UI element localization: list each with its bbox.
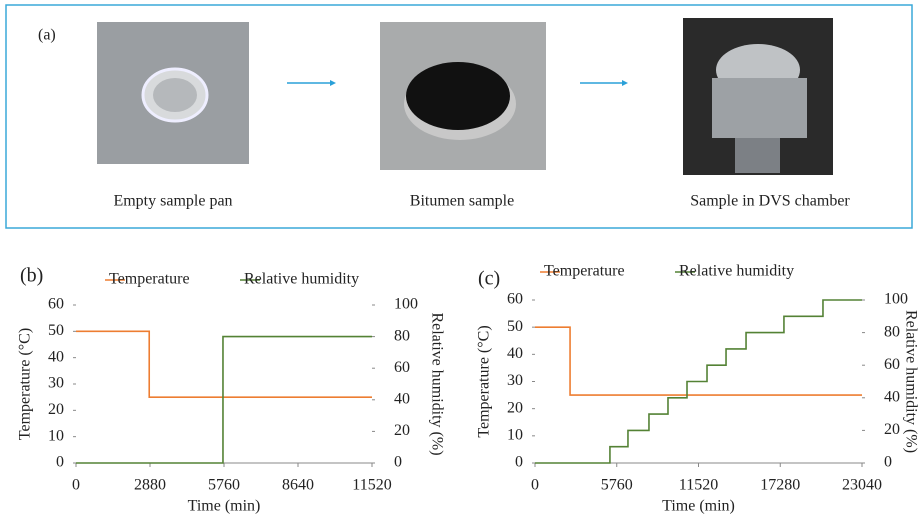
y-tick-label: 60	[507, 291, 523, 308]
x-tick-label: 8640	[282, 477, 314, 494]
y2-tick-label: 80	[394, 327, 410, 344]
y-tick-label: 50	[507, 318, 523, 335]
series-line	[535, 326, 862, 396]
y2-tick-label: 0	[884, 454, 892, 471]
y-axis-label: Temperature (°C)	[476, 325, 493, 437]
y-axis-label: Temperature (°C)	[17, 328, 34, 440]
y2-tick-label: 40	[884, 388, 900, 405]
x-tick-label: 11520	[352, 477, 391, 494]
x-axis-label: Time (min)	[188, 498, 261, 515]
y-tick-label: 60	[48, 296, 64, 313]
x-tick-label: 2880	[134, 477, 166, 494]
y-tick-label: 20	[507, 399, 523, 416]
photo-empty-pan	[97, 22, 249, 164]
y2-tick-label: 60	[394, 359, 410, 376]
legend-label: Relative humidity	[244, 271, 359, 288]
caption: Empty sample pan	[113, 193, 232, 210]
y-tick-label: 0	[56, 454, 64, 471]
series-line	[76, 330, 372, 398]
y2-axis-label: Relative humidity (%)	[428, 312, 445, 455]
x-tick-label: 5760	[208, 477, 240, 494]
x-tick-label: 5760	[601, 477, 633, 494]
y-tick-label: 40	[507, 345, 523, 362]
y-tick-label: 10	[507, 427, 523, 444]
y-tick-label: 30	[48, 375, 64, 392]
x-tick-label: 11520	[679, 477, 718, 494]
x-axis-label: Time (min)	[662, 498, 735, 515]
panel-label: (a)	[38, 27, 56, 44]
arrow	[580, 80, 628, 86]
photo-bitumen	[380, 22, 546, 170]
y2-tick-label: 60	[884, 356, 900, 373]
y2-tick-label: 20	[884, 421, 900, 438]
y-tick-label: 10	[48, 427, 64, 444]
x-tick-label: 0	[72, 477, 80, 494]
y2-tick-label: 0	[394, 454, 402, 471]
y2-axis-label: Relative humidity (%)	[902, 310, 918, 453]
legend-label: Temperature	[544, 263, 625, 280]
legend-label: Relative humidity	[679, 263, 794, 280]
caption: Bitumen sample	[410, 193, 514, 210]
photo-dvs-chamber	[683, 18, 833, 175]
y-tick-label: 50	[48, 322, 64, 339]
arrow	[287, 80, 336, 86]
series-line	[76, 335, 372, 464]
y-tick-label: 30	[507, 372, 523, 389]
panel-label: (b)	[20, 265, 43, 287]
x-tick-label: 0	[531, 477, 539, 494]
x-tick-label: 17280	[760, 477, 800, 494]
x-tick-label: 23040	[842, 477, 882, 494]
y-tick-label: 40	[48, 348, 64, 365]
y2-tick-label: 20	[394, 422, 410, 439]
y-tick-label: 20	[48, 401, 64, 418]
y2-tick-label: 80	[884, 323, 900, 340]
caption: Sample in DVS chamber	[690, 193, 850, 210]
legend-label: Temperature	[109, 271, 190, 288]
y-tick-label: 0	[515, 454, 523, 471]
y2-tick-label: 100	[884, 291, 908, 308]
panel-a-frame	[5, 4, 913, 229]
y2-tick-label: 100	[394, 296, 418, 313]
series-line	[535, 299, 862, 464]
panel-label: (c)	[478, 268, 500, 290]
y2-tick-label: 40	[394, 390, 410, 407]
